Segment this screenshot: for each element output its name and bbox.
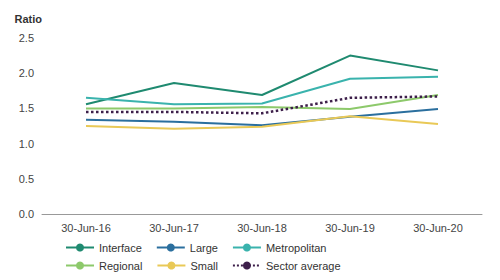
svg-text:0.0: 0.0 bbox=[19, 208, 34, 220]
svg-text:2.0: 2.0 bbox=[19, 67, 34, 79]
svg-text:30-Jun-16: 30-Jun-16 bbox=[61, 222, 111, 234]
svg-text:Sector average: Sector average bbox=[266, 260, 341, 272]
svg-text:Metropolitan: Metropolitan bbox=[266, 242, 327, 254]
svg-text:30-Jun-18: 30-Jun-18 bbox=[237, 222, 287, 234]
svg-text:0.5: 0.5 bbox=[19, 173, 34, 185]
svg-text:1.0: 1.0 bbox=[19, 138, 34, 150]
svg-text:Large: Large bbox=[190, 242, 218, 254]
svg-text:30-Jun-17: 30-Jun-17 bbox=[149, 222, 199, 234]
svg-text:30-Jun-19: 30-Jun-19 bbox=[325, 222, 375, 234]
svg-text:Regional: Regional bbox=[99, 260, 142, 272]
svg-text:Ratio: Ratio bbox=[15, 13, 43, 25]
svg-text:2.5: 2.5 bbox=[19, 32, 34, 44]
svg-text:1.5: 1.5 bbox=[19, 102, 34, 114]
svg-text:Interface: Interface bbox=[99, 242, 142, 254]
svg-text:30-Jun-20: 30-Jun-20 bbox=[413, 222, 463, 234]
svg-text:Small: Small bbox=[190, 260, 218, 272]
